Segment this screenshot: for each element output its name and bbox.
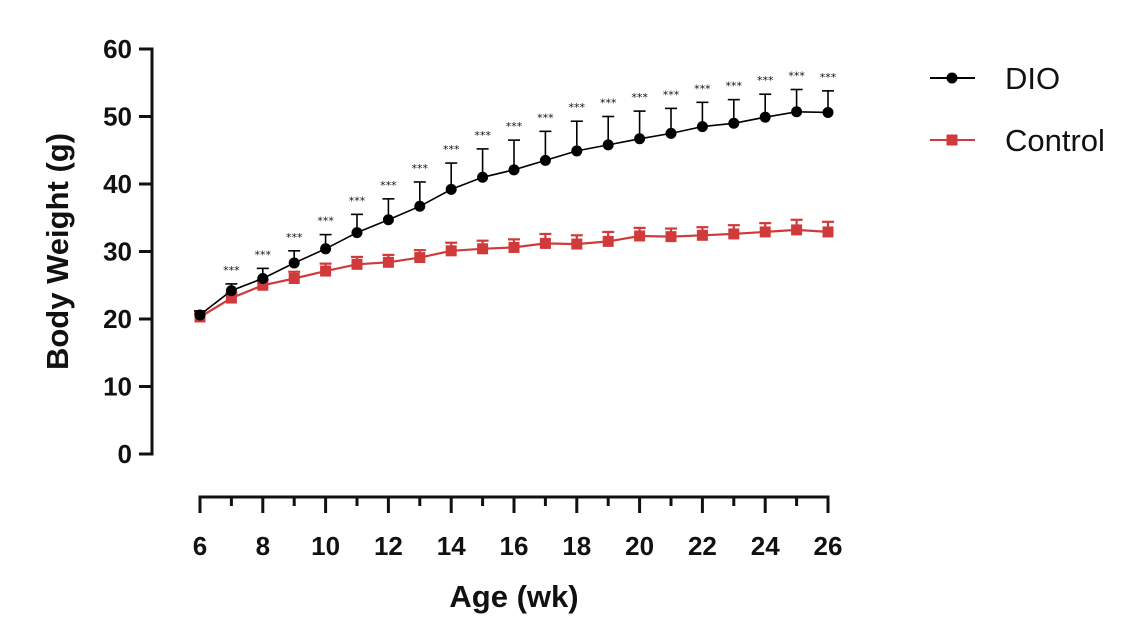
significance-label: *** bbox=[726, 80, 743, 93]
data-point bbox=[257, 273, 269, 284]
significance-label: *** bbox=[349, 194, 366, 207]
x-tick-label: 8 bbox=[256, 531, 270, 561]
data-point bbox=[696, 121, 708, 133]
data-point bbox=[571, 238, 583, 250]
data-point bbox=[728, 228, 740, 240]
data-series bbox=[194, 88, 834, 323]
y-axis-title: Body Weight (g) bbox=[40, 133, 75, 370]
y-tick-label: 40 bbox=[103, 169, 132, 199]
legend: DIO Control bbox=[930, 61, 1105, 158]
y-tick-label: 50 bbox=[103, 102, 132, 132]
significance-annotations: *** *** *** *** *** *** *** *** *** *** *** *** *** *… bbox=[223, 70, 837, 277]
significance-label: *** bbox=[694, 82, 711, 95]
significance-label: *** bbox=[663, 88, 680, 101]
data-point bbox=[634, 133, 646, 145]
series-dio bbox=[194, 88, 834, 321]
series-control bbox=[194, 218, 834, 323]
data-point bbox=[822, 106, 834, 118]
significance-label: *** bbox=[474, 129, 491, 142]
significance-label: *** bbox=[600, 97, 617, 110]
data-point bbox=[225, 285, 237, 297]
significance-label: *** bbox=[443, 143, 460, 156]
data-point bbox=[414, 200, 426, 212]
data-point bbox=[351, 227, 363, 239]
axes: 0 10 20 30 40 50 60 6 8 10 12 14 16 18 20 22 24 26 Age (wk… bbox=[40, 34, 842, 614]
data-point bbox=[602, 139, 614, 151]
y-tick-label: 60 bbox=[103, 34, 132, 64]
significance-label: *** bbox=[631, 91, 648, 104]
data-point bbox=[288, 273, 300, 284]
data-point bbox=[257, 279, 269, 291]
legend-marker bbox=[946, 72, 958, 84]
x-axis-title: Age (wk) bbox=[449, 579, 578, 614]
data-point bbox=[822, 226, 834, 238]
legend-item-dio: DIO bbox=[930, 61, 1060, 96]
data-point bbox=[382, 214, 394, 226]
data-point bbox=[759, 111, 771, 123]
data-point bbox=[791, 224, 803, 236]
data-point bbox=[791, 106, 803, 118]
data-point bbox=[728, 117, 740, 129]
significance-label: *** bbox=[317, 215, 334, 228]
data-point bbox=[445, 183, 457, 195]
data-point bbox=[539, 154, 551, 166]
x-tick-label: 18 bbox=[562, 531, 591, 561]
data-point bbox=[382, 256, 394, 268]
x-tick-label: 24 bbox=[751, 531, 780, 561]
legend-marker bbox=[946, 134, 958, 146]
significance-label: *** bbox=[820, 71, 837, 84]
data-point bbox=[445, 245, 457, 257]
significance-label: *** bbox=[286, 231, 303, 244]
legend-label: Control bbox=[1005, 123, 1105, 158]
significance-label: *** bbox=[569, 101, 586, 114]
data-point bbox=[539, 237, 551, 249]
significance-label: *** bbox=[223, 264, 240, 277]
data-point bbox=[477, 171, 489, 183]
significance-label: *** bbox=[255, 248, 272, 261]
data-point bbox=[665, 127, 677, 139]
data-point bbox=[320, 243, 332, 255]
data-point bbox=[414, 252, 426, 264]
data-point bbox=[225, 292, 237, 304]
data-point bbox=[288, 257, 300, 269]
x-tick-label: 26 bbox=[814, 531, 843, 561]
x-tick-label: 16 bbox=[500, 531, 529, 561]
significance-label: *** bbox=[412, 162, 429, 175]
legend-item-control: Control bbox=[930, 123, 1105, 158]
legend-label: DIO bbox=[1005, 61, 1060, 96]
data-point bbox=[508, 164, 520, 176]
data-point bbox=[634, 230, 646, 242]
significance-label: *** bbox=[380, 179, 397, 192]
data-point bbox=[696, 229, 708, 241]
data-point bbox=[320, 265, 332, 277]
x-tick-label: 20 bbox=[625, 531, 654, 561]
data-point bbox=[508, 241, 520, 253]
data-point bbox=[759, 226, 771, 238]
data-point bbox=[351, 258, 363, 270]
data-point bbox=[665, 231, 677, 243]
significance-label: *** bbox=[757, 74, 774, 87]
y-tick-label: 30 bbox=[103, 237, 132, 267]
x-tick-label: 10 bbox=[311, 531, 340, 561]
data-point bbox=[602, 235, 614, 247]
y-tick-label: 0 bbox=[118, 439, 132, 469]
data-point bbox=[194, 309, 206, 321]
x-tick-label: 12 bbox=[374, 531, 403, 561]
significance-label: *** bbox=[506, 120, 523, 133]
x-tick-label: 6 bbox=[193, 531, 207, 561]
x-tick-label: 14 bbox=[437, 531, 466, 561]
significance-label: *** bbox=[537, 111, 554, 124]
y-tick-label: 20 bbox=[103, 304, 132, 334]
data-point bbox=[477, 243, 489, 255]
data-point bbox=[571, 145, 583, 157]
x-tick-label: 22 bbox=[688, 531, 717, 561]
y-tick-label: 10 bbox=[103, 372, 132, 402]
significance-label: *** bbox=[788, 70, 805, 83]
